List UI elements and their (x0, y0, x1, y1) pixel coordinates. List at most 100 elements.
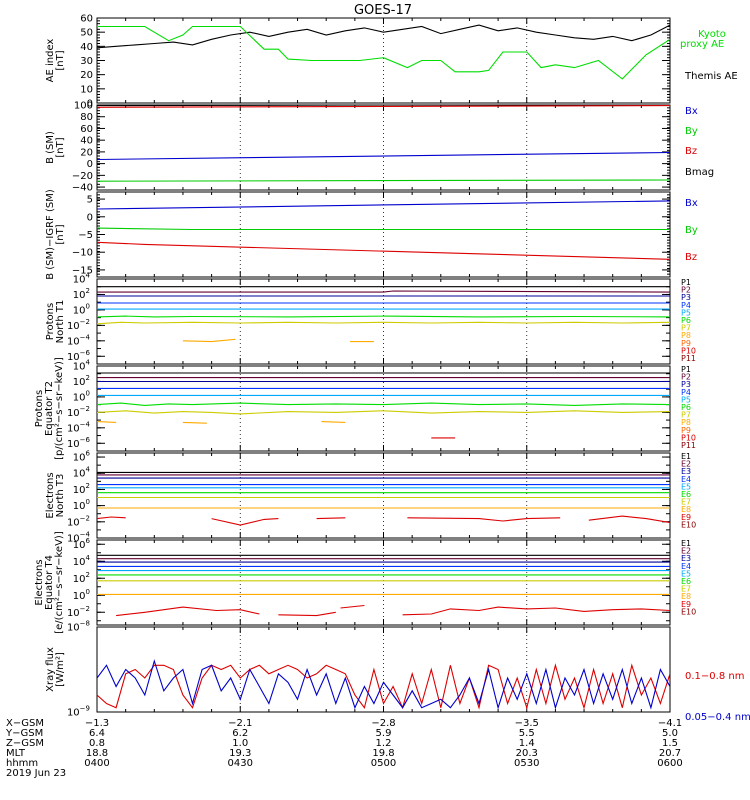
y-tick-base: 10 (67, 534, 80, 545)
series-group (97, 105, 670, 182)
y-tick-label: 10−4 (67, 531, 91, 545)
y-tick-base: 10 (73, 501, 86, 512)
legend-entry: 0.1−0.8 nm (685, 671, 744, 682)
y-axis-label: North T1 (55, 300, 66, 344)
series-line-e9 (588, 515, 670, 524)
y-tick-label: 40 (80, 42, 93, 53)
legend-entry: E4 (681, 562, 691, 571)
y-tick-exponent: −8 (80, 620, 90, 628)
series-group (97, 372, 670, 439)
series-line-e9 (278, 611, 336, 617)
y-tick-label: 0 (87, 99, 93, 110)
series-line-bx (97, 151, 670, 161)
y-tick-label: 0 (87, 212, 93, 223)
footer-value: 1.2 (376, 738, 392, 749)
legend-entry: P3 (681, 293, 691, 302)
y-axis-label: [W/m²] (55, 652, 66, 687)
footer-row: Z−GSM 0.8 1.0 1.2 1.4 1.5 (6, 738, 678, 749)
footer-row-label: MLT (6, 748, 26, 759)
y-tick-label: 0 (87, 159, 93, 170)
y-tick-exponent: 6 (86, 450, 91, 458)
y-tick-label: 10−9 (67, 705, 90, 719)
series-line-kyoto-proxy-ae (97, 25, 670, 80)
legend-entry: 0.05−0.4 nm (685, 712, 750, 723)
legend-entry: E1 (681, 452, 691, 461)
series-line-e9 (116, 606, 260, 617)
footer-value: 0.8 (89, 738, 105, 749)
y-tick-exponent: −2 (80, 405, 90, 413)
footer-value: 1.0 (232, 738, 248, 749)
y-tick-label: 5 (87, 195, 93, 206)
footer-row: hhmm 0400 0430 0500 0530 0600 (6, 758, 683, 769)
y-tick-exponent: −4 (80, 333, 91, 341)
series-line-0-05-0-4-nm (97, 659, 670, 710)
legend-entry: P7 (681, 411, 691, 420)
legend-entry: P6 (681, 403, 691, 412)
y-tick-label: 102 (73, 571, 90, 585)
y-axis-label: [e/(cm²−s−sr−keV)] (54, 531, 65, 634)
y-axis-label: B (SM) (45, 131, 56, 164)
legend: Bx By Bz (685, 198, 698, 263)
series-line-bz (97, 241, 670, 260)
legend-entry: E2 (681, 460, 691, 469)
footer-row-label: X−GSM (6, 718, 44, 729)
series-group (97, 200, 670, 260)
y-tick-label: 20 (80, 147, 93, 158)
legend-entry: By (685, 126, 698, 137)
legend-entry: P10 (681, 346, 696, 355)
y-tick-label: 106 (73, 537, 91, 551)
y-tick-label: 100 (73, 302, 90, 316)
y-tick-label: −10 (72, 248, 93, 259)
y-tick-base: 10 (67, 623, 80, 634)
footer-value: 0600 (657, 758, 682, 769)
y-tick-exponent: 6 (86, 537, 91, 545)
y-tick-exponent: −2 (80, 605, 90, 613)
footer-value: −2.8 (371, 718, 395, 729)
y-tick-label: 60 (80, 14, 93, 25)
footer-value: 6.2 (232, 728, 248, 739)
y-tick-base: 10 (67, 352, 80, 363)
y-tick-exponent: 0 (86, 389, 90, 397)
y-axis-label: Protons (45, 303, 56, 340)
y-axis-label: Xray flux (45, 647, 56, 692)
y-tick-base: 10 (73, 377, 86, 388)
series-line-by (97, 179, 670, 182)
legend-entry: E6 (681, 490, 691, 499)
legend-entry: P5 (681, 308, 691, 317)
y-tick-label: 20 (80, 70, 93, 81)
y-tick-base: 10 (73, 540, 86, 551)
y-tick-exponent: −6 (80, 349, 91, 357)
y-tick-exponent: −9 (80, 705, 90, 713)
legend-entry: E9 (681, 600, 691, 609)
series-group (97, 471, 670, 526)
footer-value: 0530 (514, 758, 539, 769)
y-tick-base: 10 (67, 423, 80, 434)
legend: Bx By Bz Bmag (685, 106, 714, 178)
legend-entry: P7 (681, 324, 691, 333)
series-line-p8 (321, 421, 346, 423)
series-line-themis-ae (97, 24, 670, 49)
series-line-p7 (97, 410, 670, 415)
y-tick-base: 10 (73, 453, 86, 464)
legend-entry: P2 (681, 286, 691, 295)
y-tick-label: 102 (73, 287, 90, 301)
y-tick-base: 10 (67, 321, 80, 332)
footer-value: 20.3 (516, 748, 538, 759)
y-tick-exponent: 2 (86, 287, 90, 295)
legend-entry: P2 (681, 373, 691, 382)
y-tick-base: 10 (67, 336, 80, 347)
y-tick-base: 10 (73, 362, 86, 373)
y-tick-label: 10−6 (67, 349, 91, 363)
legend-entry: E2 (681, 547, 691, 556)
series-line-e9 (402, 606, 670, 616)
y-tick-base: 10 (73, 485, 86, 496)
footer-value: 19.8 (372, 748, 394, 759)
series-line-bz (97, 105, 670, 108)
y-axis-label: AE index (45, 39, 56, 83)
panel-digrf: −15 −10 −5 0 5 B (SM)−IGRF (SM) [nT] Bx By Bz (45, 189, 698, 280)
